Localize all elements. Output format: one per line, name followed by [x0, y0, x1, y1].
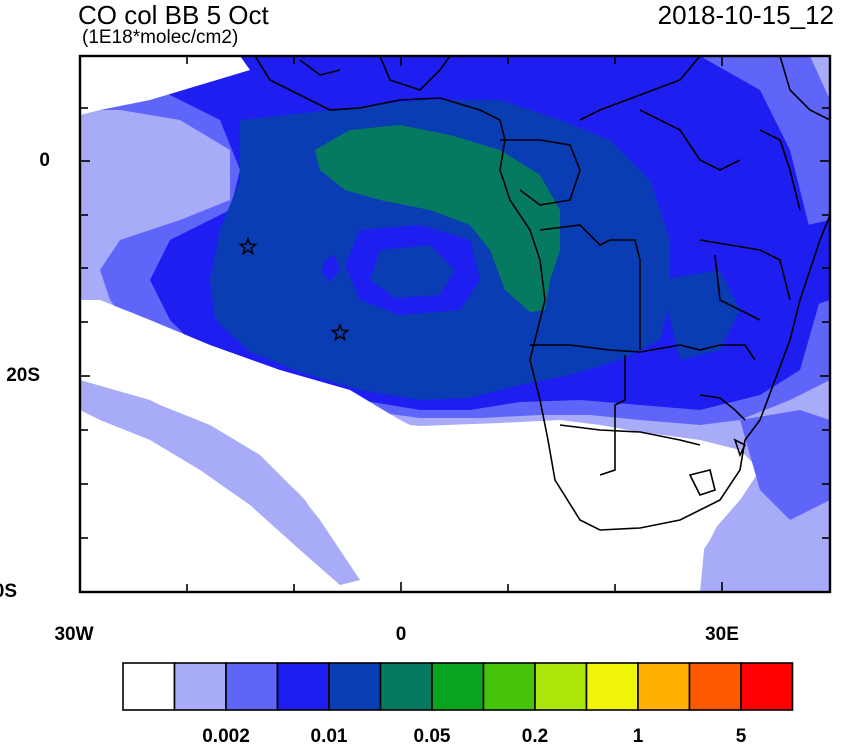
colorbar-swatch	[225, 662, 279, 711]
colorbar-swatch	[688, 662, 742, 711]
colorbar-swatch	[276, 662, 330, 711]
star-marker	[238, 236, 258, 256]
lat-label-0: 0	[39, 150, 50, 171]
colorbar-tick-label: 0.002	[202, 726, 250, 747]
colorbar-swatch	[740, 662, 794, 711]
lon-label-30e: 30E	[705, 624, 739, 645]
coastlines	[254, 56, 830, 531]
lat-label-20s: 20S	[6, 365, 40, 386]
colorbar-swatch	[173, 662, 227, 711]
axis-ticks	[80, 55, 830, 592]
colorbar-tick-label: 5	[735, 726, 747, 747]
colorbar-tick-label: 0.2	[521, 726, 549, 747]
map-frame	[78, 54, 832, 594]
co-concentration-field	[80, 56, 830, 592]
marker-layer	[238, 236, 350, 342]
lat-label-40s: 40S	[0, 581, 17, 602]
colorbar-swatch	[379, 662, 433, 711]
colorbar-swatch	[431, 662, 485, 711]
map-date: 2018-10-15_12	[657, 0, 834, 30]
colorbar-swatch	[122, 662, 176, 711]
colorbar-swatch	[482, 662, 536, 711]
map-units: (1E18*molec/cm2)	[82, 27, 239, 48]
colorbar-tick-label: 0.01	[310, 726, 348, 747]
star-marker	[330, 322, 350, 342]
colorbar-tick-label: 1	[632, 726, 644, 747]
colorbar-swatch	[534, 662, 588, 711]
colorbar-swatch	[328, 662, 382, 711]
colorbar	[122, 662, 794, 711]
lon-label-30w: 30W	[54, 624, 94, 645]
map-title: CO col BB 5 Oct	[78, 0, 269, 30]
lon-label-0: 0	[395, 624, 407, 645]
colorbar-swatch	[585, 662, 639, 711]
colorbar-swatch	[637, 662, 691, 711]
colorbar-tick-label: 0.05	[413, 726, 451, 747]
